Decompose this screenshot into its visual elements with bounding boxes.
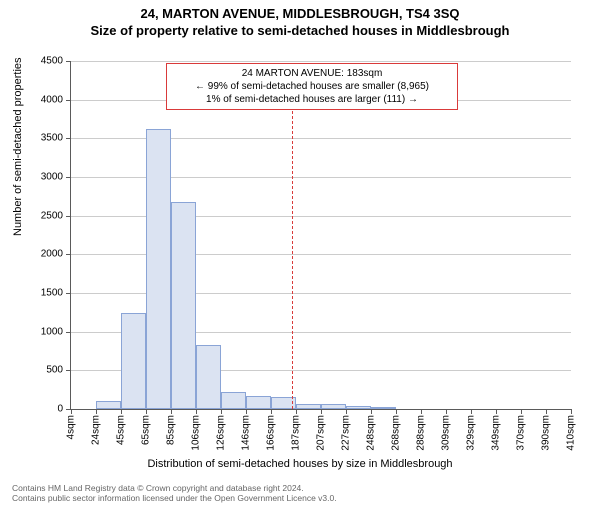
y-tick-label: 3000 bbox=[41, 172, 63, 183]
x-tick-label: 268sqm bbox=[391, 415, 402, 451]
footer-line1: Contains HM Land Registry data © Crown c… bbox=[12, 483, 304, 493]
histogram-bar bbox=[371, 407, 396, 409]
x-tick bbox=[371, 409, 372, 414]
x-tick-label: 24sqm bbox=[91, 415, 102, 445]
x-tick-label: 166sqm bbox=[266, 415, 277, 451]
x-tick-label: 45sqm bbox=[116, 415, 127, 445]
page-title: 24, MARTON AVENUE, MIDDLESBROUGH, TS4 3S… bbox=[0, 6, 600, 21]
x-tick-label: 4sqm bbox=[66, 415, 77, 439]
x-tick bbox=[296, 409, 297, 414]
y-tick-label: 2000 bbox=[41, 249, 63, 260]
x-tick bbox=[221, 409, 222, 414]
reference-line bbox=[292, 106, 293, 409]
y-tick bbox=[66, 138, 71, 139]
histogram-bar bbox=[96, 401, 121, 410]
chart-container: 24, MARTON AVENUE, MIDDLESBROUGH, TS4 3S… bbox=[0, 6, 600, 506]
x-tick bbox=[546, 409, 547, 414]
annotation-box: 24 MARTON AVENUE: 183sqm ← 99% of semi-de… bbox=[166, 63, 458, 110]
y-axis-title: Number of semi-detached properties bbox=[12, 57, 24, 236]
y-tick-label: 4000 bbox=[41, 94, 63, 105]
x-tick bbox=[521, 409, 522, 414]
x-tick-label: 329sqm bbox=[466, 415, 477, 451]
y-tick bbox=[66, 293, 71, 294]
x-tick bbox=[271, 409, 272, 414]
x-tick-label: 410sqm bbox=[566, 415, 577, 451]
x-tick-label: 126sqm bbox=[216, 415, 227, 451]
footer-attribution: Contains HM Land Registry data © Crown c… bbox=[12, 483, 337, 504]
annotation-line1: 24 MARTON AVENUE: 183sqm bbox=[242, 68, 383, 79]
histogram-bar bbox=[196, 345, 221, 409]
x-tick bbox=[496, 409, 497, 414]
gridline bbox=[71, 61, 571, 62]
histogram-bar bbox=[146, 129, 171, 409]
y-tick bbox=[66, 61, 71, 62]
x-tick bbox=[396, 409, 397, 414]
y-tick-label: 500 bbox=[46, 365, 63, 376]
x-tick bbox=[246, 409, 247, 414]
y-tick bbox=[66, 254, 71, 255]
chart-plot-area: 0500100015002000250030003500400045004sqm… bbox=[70, 61, 571, 410]
x-tick bbox=[446, 409, 447, 414]
x-tick-label: 309sqm bbox=[441, 415, 452, 451]
x-tick-label: 146sqm bbox=[241, 415, 252, 451]
y-tick bbox=[66, 100, 71, 101]
x-tick-label: 349sqm bbox=[491, 415, 502, 451]
x-tick-label: 85sqm bbox=[166, 415, 177, 445]
x-axis-title: Distribution of semi-detached houses by … bbox=[0, 458, 600, 470]
x-tick-label: 288sqm bbox=[416, 415, 427, 451]
y-tick bbox=[66, 332, 71, 333]
annotation-line3: 1% of semi-detached houses are larger (1… bbox=[206, 94, 418, 105]
x-tick-label: 248sqm bbox=[366, 415, 377, 451]
x-tick-label: 65sqm bbox=[141, 415, 152, 445]
y-tick-label: 4500 bbox=[41, 56, 63, 67]
x-tick bbox=[571, 409, 572, 414]
y-tick-label: 1000 bbox=[41, 326, 63, 337]
x-tick-label: 106sqm bbox=[191, 415, 202, 451]
y-tick-label: 2500 bbox=[41, 210, 63, 221]
histogram-bar bbox=[346, 406, 371, 409]
x-tick bbox=[146, 409, 147, 414]
y-tick-label: 3500 bbox=[41, 133, 63, 144]
y-tick-label: 0 bbox=[57, 404, 63, 415]
annotation-line2: ← 99% of semi-detached houses are smalle… bbox=[195, 81, 429, 92]
histogram-bar bbox=[321, 404, 346, 409]
x-tick bbox=[121, 409, 122, 414]
histogram-bar bbox=[296, 404, 321, 409]
y-tick bbox=[66, 216, 71, 217]
footer-line2: Contains public sector information licen… bbox=[12, 493, 337, 503]
x-tick bbox=[421, 409, 422, 414]
x-tick-label: 390sqm bbox=[541, 415, 552, 451]
x-tick bbox=[96, 409, 97, 414]
x-tick bbox=[171, 409, 172, 414]
x-tick-label: 187sqm bbox=[291, 415, 302, 451]
y-tick bbox=[66, 370, 71, 371]
x-tick bbox=[71, 409, 72, 414]
x-tick-label: 370sqm bbox=[516, 415, 527, 451]
x-tick bbox=[346, 409, 347, 414]
y-tick-label: 1500 bbox=[41, 288, 63, 299]
y-tick bbox=[66, 177, 71, 178]
x-tick bbox=[321, 409, 322, 414]
x-tick bbox=[471, 409, 472, 414]
histogram-bar bbox=[221, 392, 246, 409]
histogram-bar bbox=[121, 313, 146, 409]
page-subtitle: Size of property relative to semi-detach… bbox=[0, 23, 600, 38]
x-tick-label: 227sqm bbox=[341, 415, 352, 451]
x-tick bbox=[196, 409, 197, 414]
histogram-bar bbox=[171, 202, 196, 409]
x-tick-label: 207sqm bbox=[316, 415, 327, 451]
histogram-bar bbox=[246, 396, 271, 409]
